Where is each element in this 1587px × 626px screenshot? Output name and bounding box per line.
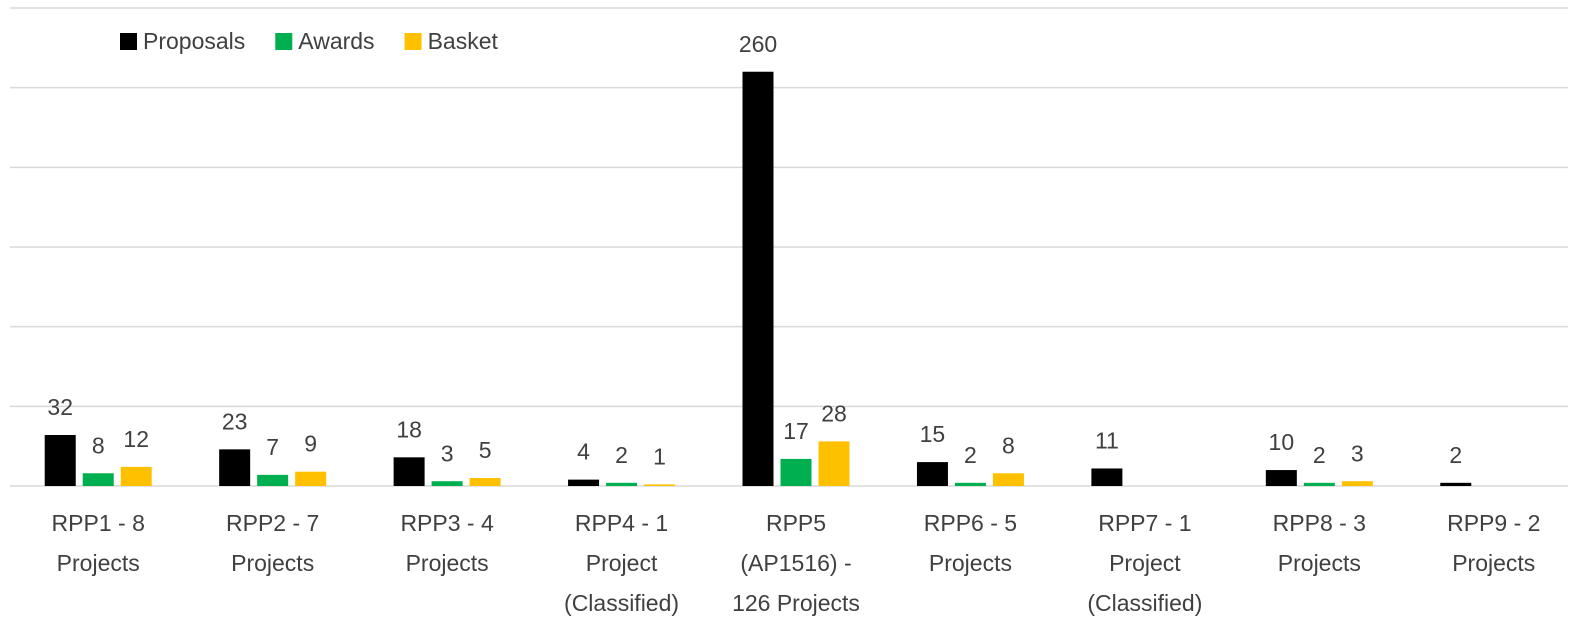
x-tick-label: RPP3 - 4 <box>400 510 494 536</box>
legend-swatch <box>275 33 293 50</box>
bar <box>120 466 152 486</box>
bar <box>1265 470 1297 486</box>
legend-label: Basket <box>428 28 499 54</box>
bar <box>916 462 948 486</box>
x-tick-label: RPP1 - 8 <box>52 510 145 536</box>
x-tick-label: Projects <box>57 550 140 576</box>
x-tick-label: (Classified) <box>1087 590 1202 616</box>
x-tick-label: Projects <box>1452 550 1535 576</box>
legend-swatch <box>120 33 137 50</box>
x-tick-label: RPP4 - 1 <box>575 510 668 536</box>
x-tick-label: Project <box>586 550 658 576</box>
bar <box>257 474 289 486</box>
data-label: 8 <box>1002 432 1015 458</box>
bar <box>219 449 251 486</box>
bar <box>780 458 812 486</box>
data-label: 3 <box>441 440 454 466</box>
legend-swatch <box>404 33 422 50</box>
data-label: 28 <box>821 400 847 426</box>
x-tick-label: Projects <box>929 550 1012 576</box>
data-label: 10 <box>1269 429 1295 455</box>
data-label: 15 <box>920 421 946 447</box>
legend-label: Awards <box>298 28 374 54</box>
x-tick-label: Projects <box>231 550 314 576</box>
legend-label: Proposals <box>143 28 245 54</box>
data-label: 23 <box>222 408 248 434</box>
x-tick-label: RPP8 - 3 <box>1273 510 1366 536</box>
x-tick-label: RPP9 - 2 <box>1447 510 1540 536</box>
x-tick-label: (AP1516) - <box>740 550 851 576</box>
data-label: 12 <box>123 426 149 452</box>
data-label: 17 <box>783 418 809 444</box>
data-label: 2 <box>1313 442 1326 468</box>
x-tick-label: RPP6 - 5 <box>924 510 1017 536</box>
data-label: 9 <box>304 431 317 457</box>
x-tick-label: RPP5 <box>766 510 826 536</box>
data-label: 8 <box>92 432 105 458</box>
bar <box>742 71 774 486</box>
bar <box>1303 482 1335 486</box>
bar <box>568 479 600 486</box>
data-label: 4 <box>577 439 590 465</box>
bar <box>44 435 76 486</box>
bar <box>1091 468 1123 486</box>
x-tick-label: RPP7 - 1 <box>1098 510 1191 536</box>
bar <box>431 481 463 486</box>
bar <box>393 457 425 486</box>
bar <box>992 473 1024 486</box>
data-label: 1 <box>653 443 666 469</box>
x-tick-label: Projects <box>1278 550 1361 576</box>
bar <box>82 473 114 486</box>
bar <box>606 482 638 486</box>
data-label: 3 <box>1351 440 1364 466</box>
data-label: 18 <box>396 416 422 442</box>
data-label: 2 <box>1449 442 1462 468</box>
data-label: 5 <box>479 437 492 463</box>
bar <box>644 484 676 486</box>
data-label: 11 <box>1095 428 1119 454</box>
x-tick-label: 126 Projects <box>732 590 860 616</box>
x-tick-label: Project <box>1109 550 1181 576</box>
data-label: 2 <box>964 442 977 468</box>
bar <box>295 471 327 486</box>
bar <box>1341 481 1373 486</box>
data-label: 32 <box>47 394 73 420</box>
data-label: 7 <box>266 434 279 460</box>
data-label: 260 <box>739 31 777 57</box>
bar <box>954 482 986 486</box>
bar <box>469 478 501 486</box>
data-label: 2 <box>615 442 628 468</box>
x-tick-label: RPP2 - 7 <box>226 510 319 536</box>
bar <box>1440 482 1472 486</box>
x-tick-label: (Classified) <box>564 590 679 616</box>
x-tick-label: Projects <box>406 550 489 576</box>
bar <box>818 441 850 486</box>
